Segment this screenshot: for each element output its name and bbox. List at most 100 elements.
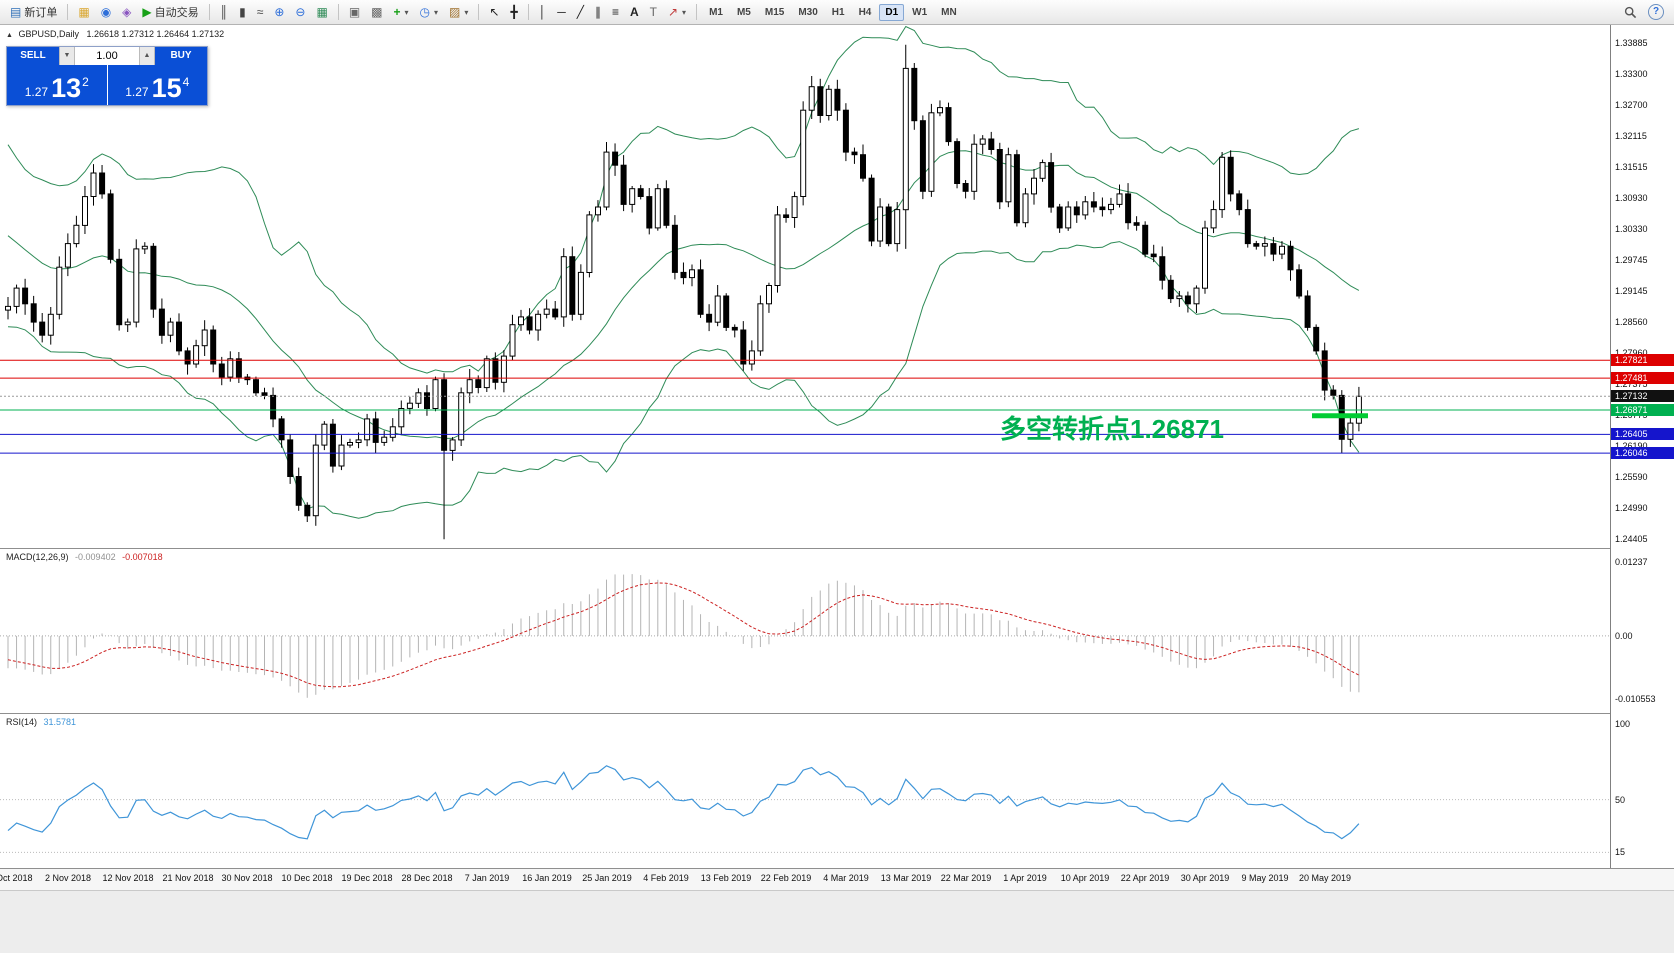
price-chart-panel[interactable]: ▲ GBPUSD,Daily 1.26618 1.27312 1.26464 1…: [0, 25, 1610, 548]
timeframe-group: M1 M5 M15 M30 H1 H4 D1 W1 MN: [702, 3, 964, 21]
arrows-tool-button[interactable]: ↗ ▾: [663, 3, 691, 22]
indicators-button[interactable]: + ▾: [389, 3, 414, 22]
date-label: 9 May 2019: [1241, 873, 1289, 883]
chevron-down-icon: ▾: [404, 7, 409, 17]
price-axis-label: 1.31515: [1615, 162, 1648, 172]
timeframe-w1[interactable]: W1: [912, 6, 928, 18]
fibonacci-button[interactable]: ≡: [607, 3, 624, 22]
market-watch-icon: ◉: [100, 5, 112, 19]
bar-chart-icon: ║: [219, 5, 229, 19]
price-badge: 1.26046: [1611, 447, 1674, 459]
templates-button[interactable]: ▨ ▾: [444, 3, 473, 22]
price-axis-label: 1.24990: [1615, 503, 1648, 513]
buy-label[interactable]: BUY: [155, 47, 207, 65]
navigator-button[interactable]: ◈: [117, 3, 136, 22]
sell-label[interactable]: SELL: [7, 47, 59, 65]
new-order-button[interactable]: ▤ 新订单: [5, 3, 62, 22]
price-axis[interactable]: 1.33885 1.33300 1.32700 1.32115 1.31515 1.309…: [1610, 25, 1674, 868]
zoom-out-button[interactable]: ⊖: [290, 3, 310, 22]
play-icon: ▶: [142, 5, 152, 19]
price-axis-label: 1.27375: [1615, 379, 1648, 389]
volume-decrease-button[interactable]: ▼: [59, 47, 75, 65]
price-axis-label: 1.26190: [1615, 441, 1648, 451]
chart-ohlc: 1.26618 1.27312 1.26464 1.27132: [86, 29, 225, 39]
panel-divider[interactable]: [0, 548, 1674, 549]
text-tool-icon: A: [629, 5, 639, 19]
panel-divider[interactable]: [0, 713, 1674, 714]
price-axis-label: 1.30330: [1615, 224, 1648, 234]
chart-title: ▲ GBPUSD,Daily 1.26618 1.27312 1.26464 1…: [6, 29, 224, 39]
market-watch-button[interactable]: ◉: [96, 3, 116, 22]
cascade-windows-button[interactable]: ▩: [366, 3, 387, 22]
cascade-windows-icon: ▩: [371, 5, 383, 19]
periods-clock-icon: ◷: [419, 5, 431, 19]
date-label: 30 Nov 2018: [221, 873, 273, 883]
rsi-axis-label: 50: [1615, 795, 1626, 805]
help-button[interactable]: ?: [1643, 3, 1669, 22]
one-click-trading-panel: SELL ▼ ▲ BUY 1.27 13 2 1.27 15 4: [6, 46, 208, 106]
rsi-label: RSI(14) 31.5781: [6, 717, 77, 727]
price-axis-label: 1.29145: [1615, 286, 1648, 296]
grid-button[interactable]: ▦: [311, 3, 332, 22]
chevron-down-icon: ▾: [682, 7, 687, 17]
periods-button[interactable]: ◷ ▾: [415, 3, 444, 22]
horizontal-line-icon: ─: [557, 5, 566, 19]
separator: [337, 4, 339, 20]
bar-chart-button[interactable]: ║: [215, 3, 234, 22]
price-axis-label: 1.27960: [1615, 348, 1648, 358]
profiles-button[interactable]: ▦: [73, 3, 94, 22]
macd-axis-label: -0.010553: [1615, 694, 1656, 704]
label-tool-button[interactable]: T: [645, 3, 662, 22]
sell-button[interactable]: 1.27 13 2: [7, 65, 107, 105]
candlestick-chart-button[interactable]: ▮: [234, 3, 251, 22]
line-chart-button[interactable]: ≈: [252, 3, 269, 22]
text-tool-button[interactable]: A: [625, 3, 644, 22]
autotrading-button[interactable]: ▶ 自动交易: [137, 3, 203, 22]
rsi-panel[interactable]: RSI(14) 31.5781: [0, 714, 1610, 868]
navigator-icon: ◈: [122, 5, 132, 19]
timeframe-m5[interactable]: M5: [736, 6, 751, 18]
candlestick-chart-icon: ▮: [239, 5, 246, 19]
trendline-button[interactable]: ╱: [572, 3, 589, 22]
price-axis-label: 1.30930: [1615, 193, 1648, 203]
timeframe-h4[interactable]: H4: [858, 6, 872, 18]
zoom-in-icon: ⊕: [274, 5, 285, 19]
date-label: 22 Feb 2019: [760, 873, 812, 883]
date-label: 28 Dec 2018: [401, 873, 453, 883]
date-label: 20 May 2019: [1298, 873, 1352, 883]
timeframe-m15[interactable]: M15: [764, 6, 785, 18]
date-label: 13 Feb 2019: [700, 873, 752, 883]
macd-panel[interactable]: MACD(12,26,9) -0.009402 -0.007018: [0, 549, 1610, 713]
crosshair-button[interactable]: ╋: [505, 3, 522, 22]
price-axis-label: 1.25590: [1615, 472, 1648, 482]
volume-increase-button[interactable]: ▲: [139, 47, 155, 65]
vertical-line-button[interactable]: │: [534, 3, 552, 22]
price-chart-canvas[interactable]: [0, 25, 1610, 548]
timeframe-mn[interactable]: MN: [941, 6, 957, 18]
channel-icon: ∥: [594, 5, 601, 19]
cursor-button[interactable]: ↖: [484, 3, 504, 22]
timeframe-m1[interactable]: M1: [709, 6, 723, 18]
rsi-axis-label: 15: [1615, 847, 1626, 857]
separator: [696, 4, 698, 20]
buy-price-big: 15: [151, 73, 182, 103]
one-click-toggle-icon[interactable]: ▲: [6, 32, 13, 39]
sell-price-sup: 2: [82, 75, 89, 89]
tile-windows-button[interactable]: ▣: [344, 3, 365, 22]
toolbar: ▤ 新订单 ▦ ◉ ◈ ▶ 自动交易 ║ ▮ ≈ ⊕ ⊖ ▦ ▣ ▩ + ▾ ◷…: [0, 0, 1674, 25]
zoom-in-button[interactable]: ⊕: [269, 3, 289, 22]
timeframe-d1[interactable]: D1: [879, 3, 905, 21]
search-button[interactable]: [1619, 3, 1642, 22]
vertical-line-icon: │: [538, 5, 547, 19]
date-label: 10 Apr 2019: [1060, 873, 1110, 883]
rsi-axis-label: 100: [1615, 719, 1631, 729]
volume-input[interactable]: [75, 47, 139, 65]
date-axis[interactable]: 24 Oct 2018 2 Nov 2018 12 Nov 2018 21 Nov 2…: [0, 869, 1674, 890]
buy-button[interactable]: 1.27 15 4: [107, 65, 207, 105]
buy-price-small: 1.27: [125, 85, 149, 99]
timeframe-m30[interactable]: M30: [798, 6, 818, 18]
timeframe-h1[interactable]: H1: [831, 6, 845, 18]
separator: [67, 4, 69, 20]
channel-button[interactable]: ∥: [590, 3, 606, 22]
horizontal-line-button[interactable]: ─: [552, 3, 571, 22]
